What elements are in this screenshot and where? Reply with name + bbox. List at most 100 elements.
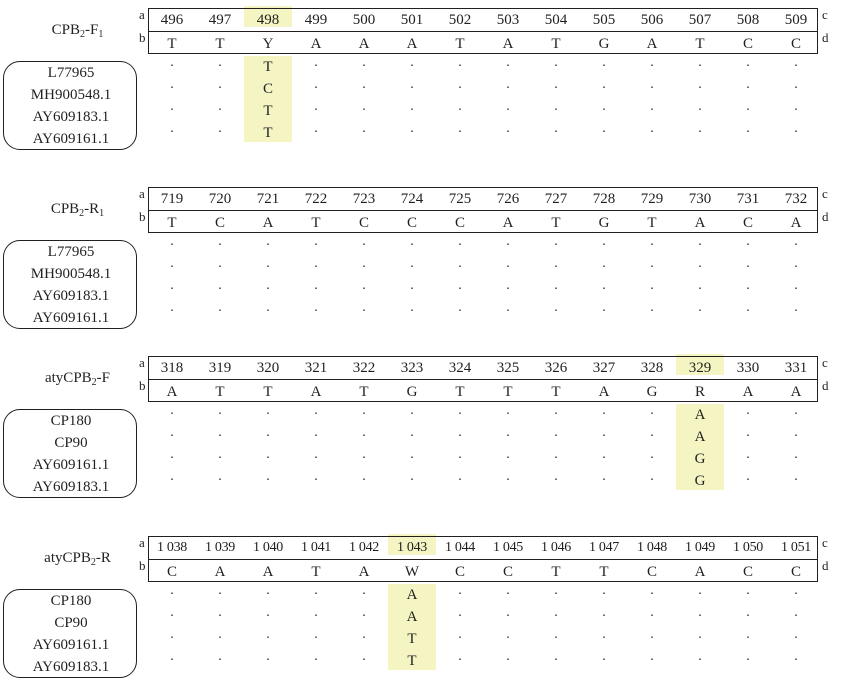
identical-dot: · [601,103,607,118]
identical-dot: · [745,429,751,444]
identical-dot: · [793,59,799,74]
consensus-base: T [311,215,321,231]
consensus-base: T [263,384,273,400]
identical-dot: · [169,473,175,488]
consensus-base: A [694,215,706,231]
primer-label: atyCPB2-R [44,550,111,568]
consensus-base: C [454,215,465,231]
identical-dot: · [745,451,751,466]
identical-dot: · [745,631,751,646]
identical-dot: · [361,282,367,297]
consensus-base: A [790,215,802,231]
consensus-base: T [359,384,369,400]
identical-dot: · [649,125,655,140]
primer-label: CPB2-R1 [50,201,105,219]
identical-dot: · [601,587,607,602]
position-number: 1 051 [780,540,811,555]
accession-group: CP180 CP90 AY609161.1 AY609183.1 [3,409,137,498]
identical-dot: · [745,282,751,297]
variant-base: T [407,631,417,647]
accession-label: AY609183.1 [32,479,110,495]
identical-dot: · [409,103,415,118]
corner-b: b [139,378,146,393]
position-number: 506 [640,12,664,28]
position-number: 723 [352,191,376,207]
corner-c: c [822,355,828,370]
consensus-base: T [167,215,177,231]
position-number: 322 [352,360,376,376]
position-number: 501 [400,12,424,28]
position-number: 507 [688,12,712,28]
identical-dot: · [313,260,319,275]
highlight-position [244,6,292,27]
consensus-base: T [503,384,513,400]
position-number: 499 [304,12,328,28]
accession-label: AY609161.1 [32,131,110,147]
identical-dot: · [649,260,655,275]
identical-dot: · [553,304,559,319]
identical-dot: · [601,260,607,275]
position-number: 498 [256,12,280,28]
identical-dot: · [361,609,367,624]
position-number: 502 [448,12,472,28]
identical-dot: · [361,125,367,140]
identical-dot: · [697,587,703,602]
identical-dot: · [457,429,463,444]
accession-label: L77965 [47,65,95,81]
identical-dot: · [649,609,655,624]
identical-dot: · [601,653,607,668]
position-number: 722 [304,191,328,207]
corner-a: a [139,535,145,550]
identical-dot: · [313,407,319,422]
identical-dot: · [505,473,511,488]
identical-dot: · [649,81,655,96]
identical-dot: · [505,653,511,668]
consensus-base: T [455,36,465,52]
consensus-base: T [215,36,225,52]
accession-label: MH900548.1 [30,87,112,103]
corner-a: a [139,355,145,370]
identical-dot: · [553,81,559,96]
identical-dot: · [553,59,559,74]
identical-dot: · [265,407,271,422]
consensus-base: T [599,564,609,580]
position-number: 725 [448,191,472,207]
consensus-base: A [262,215,274,231]
identical-dot: · [793,653,799,668]
alignment-panel: atyCPB2-F a b c d 318 319 320 321 322 323 324 325 326… [0,352,857,512]
identical-dot: · [409,59,415,74]
consensus-base: R [694,384,705,400]
consensus-base: T [551,36,561,52]
consensus-base: A [406,36,418,52]
identical-dot: · [505,103,511,118]
consensus-base: A [790,384,802,400]
consensus-base: T [551,215,561,231]
accession-label: CP180 [50,413,92,429]
identical-dot: · [745,473,751,488]
variant-base: C [262,81,273,97]
identical-dot: · [409,407,415,422]
identical-dot: · [457,238,463,253]
sequence-divider [149,31,817,32]
identical-dot: · [169,260,175,275]
identical-dot: · [313,451,319,466]
identical-dot: · [361,304,367,319]
position-number: 329 [688,360,712,376]
identical-dot: · [457,451,463,466]
identical-dot: · [505,260,511,275]
identical-dot: · [217,451,223,466]
consensus-base: C [502,564,513,580]
identical-dot: · [361,451,367,466]
identical-dot: · [793,238,799,253]
identical-dot: · [553,103,559,118]
position-number: 509 [784,12,808,28]
position-number: 1 049 [684,540,715,555]
identical-dot: · [745,103,751,118]
identical-dot: · [505,125,511,140]
position-number: 503 [496,12,520,28]
alignment-panel: atyCPB2-R a b c d 1 038 1 039 1 040 1 041 1 042 1 … [0,532,857,692]
identical-dot: · [217,304,223,319]
position-number: 1 045 [492,540,523,555]
consensus-base: A [310,384,322,400]
identical-dot: · [745,238,751,253]
